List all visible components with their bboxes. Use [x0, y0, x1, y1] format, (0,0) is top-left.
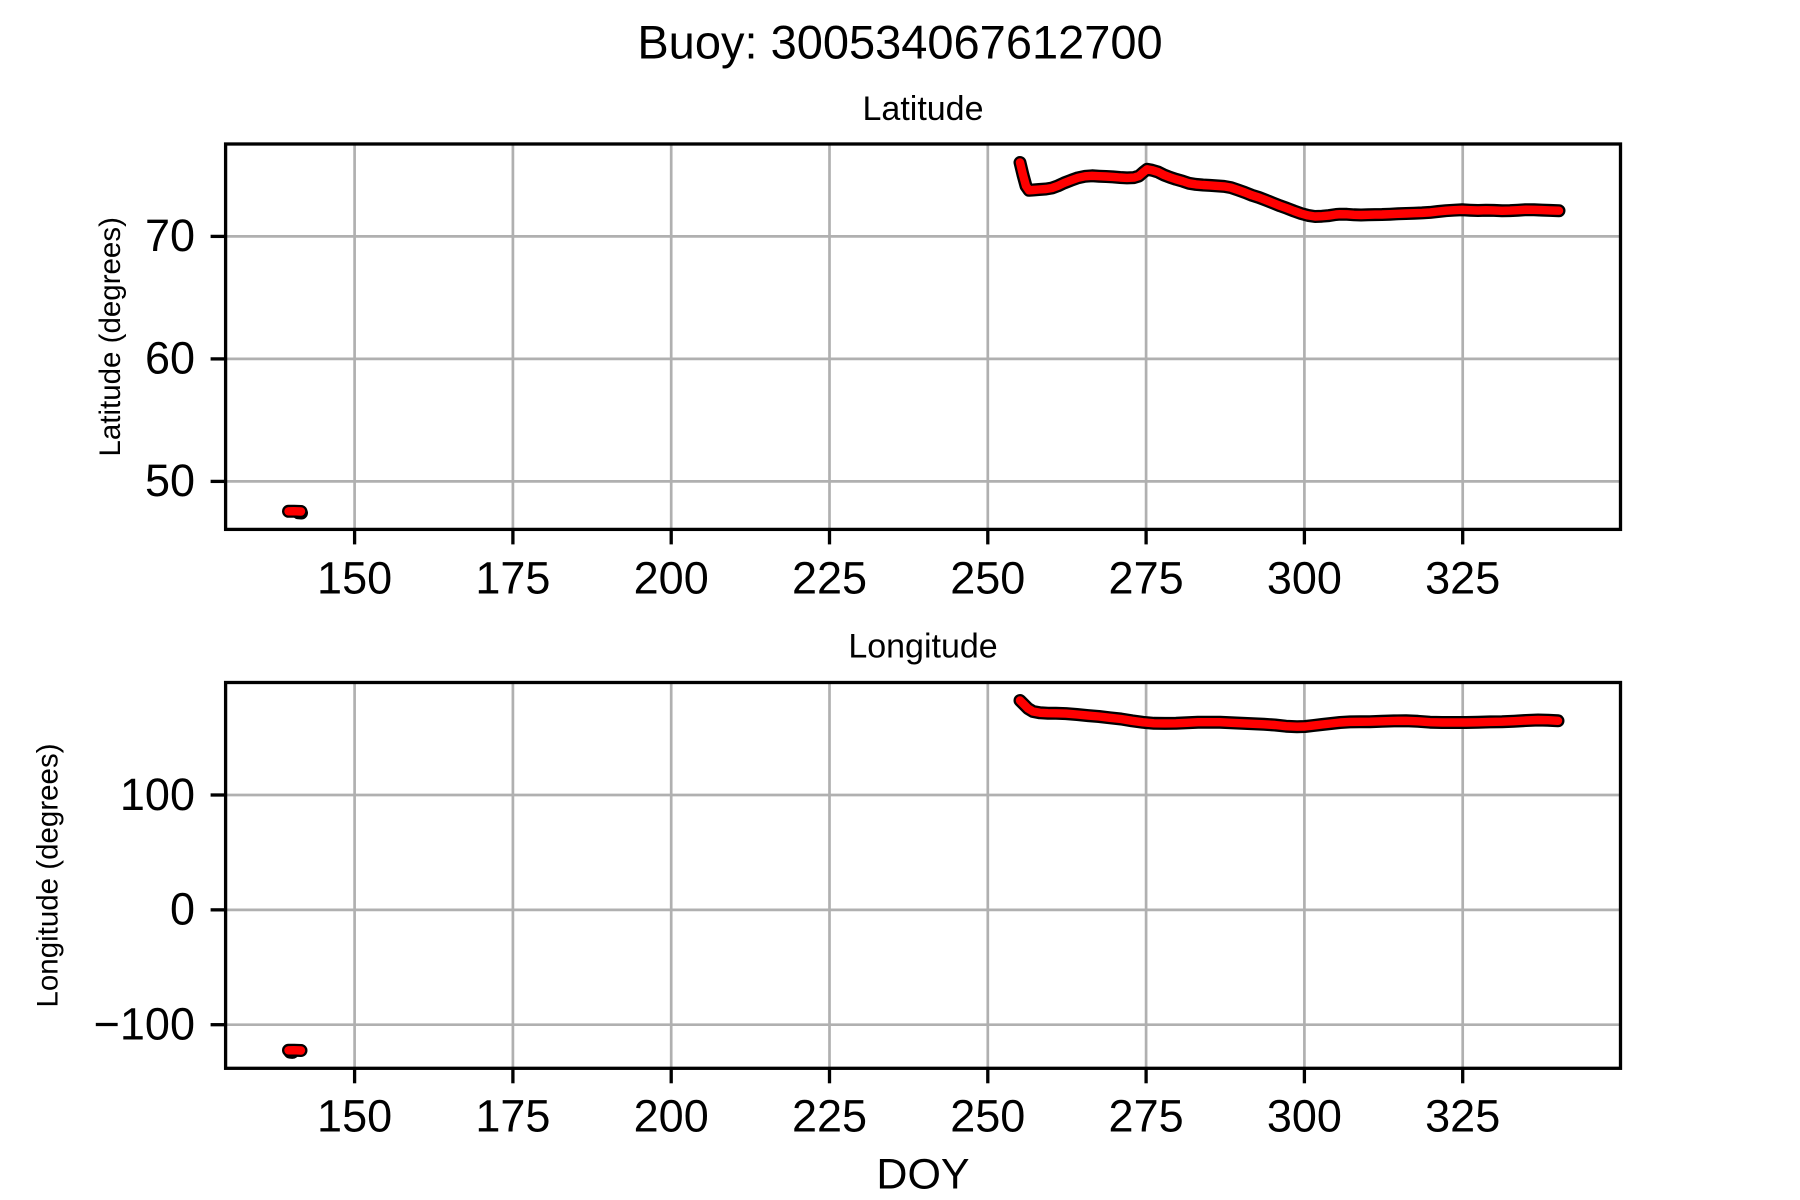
svg-text:175: 175: [475, 1091, 550, 1142]
svg-text:Buoy: 300534067612700: Buoy: 300534067612700: [637, 16, 1162, 69]
svg-text:325: 325: [1425, 1091, 1500, 1142]
svg-text:225: 225: [792, 1091, 867, 1142]
svg-text:DOY: DOY: [876, 1150, 969, 1198]
svg-text:175: 175: [475, 552, 550, 603]
svg-text:225: 225: [792, 552, 867, 603]
svg-text:0: 0: [170, 884, 195, 935]
svg-text:100: 100: [120, 769, 195, 820]
svg-text:Longitude (degrees): Longitude (degrees): [32, 743, 65, 1007]
svg-text:250: 250: [950, 552, 1025, 603]
svg-text:300: 300: [1267, 552, 1342, 603]
svg-text:250: 250: [950, 1091, 1025, 1142]
svg-text:70: 70: [145, 210, 195, 261]
svg-text:200: 200: [634, 1091, 709, 1142]
svg-text:275: 275: [1109, 1091, 1184, 1142]
svg-text:Longitude: Longitude: [848, 628, 997, 666]
svg-text:−100: −100: [94, 999, 195, 1050]
svg-text:Latitude: Latitude: [863, 90, 984, 128]
svg-text:Latitude (degrees): Latitude (degrees): [94, 217, 127, 456]
svg-text:275: 275: [1109, 552, 1184, 603]
svg-text:150: 150: [317, 1091, 392, 1142]
svg-text:50: 50: [145, 455, 195, 506]
svg-text:60: 60: [145, 333, 195, 384]
svg-text:300: 300: [1267, 1091, 1342, 1142]
svg-text:325: 325: [1425, 552, 1500, 603]
svg-text:150: 150: [317, 552, 392, 603]
svg-text:200: 200: [634, 552, 709, 603]
